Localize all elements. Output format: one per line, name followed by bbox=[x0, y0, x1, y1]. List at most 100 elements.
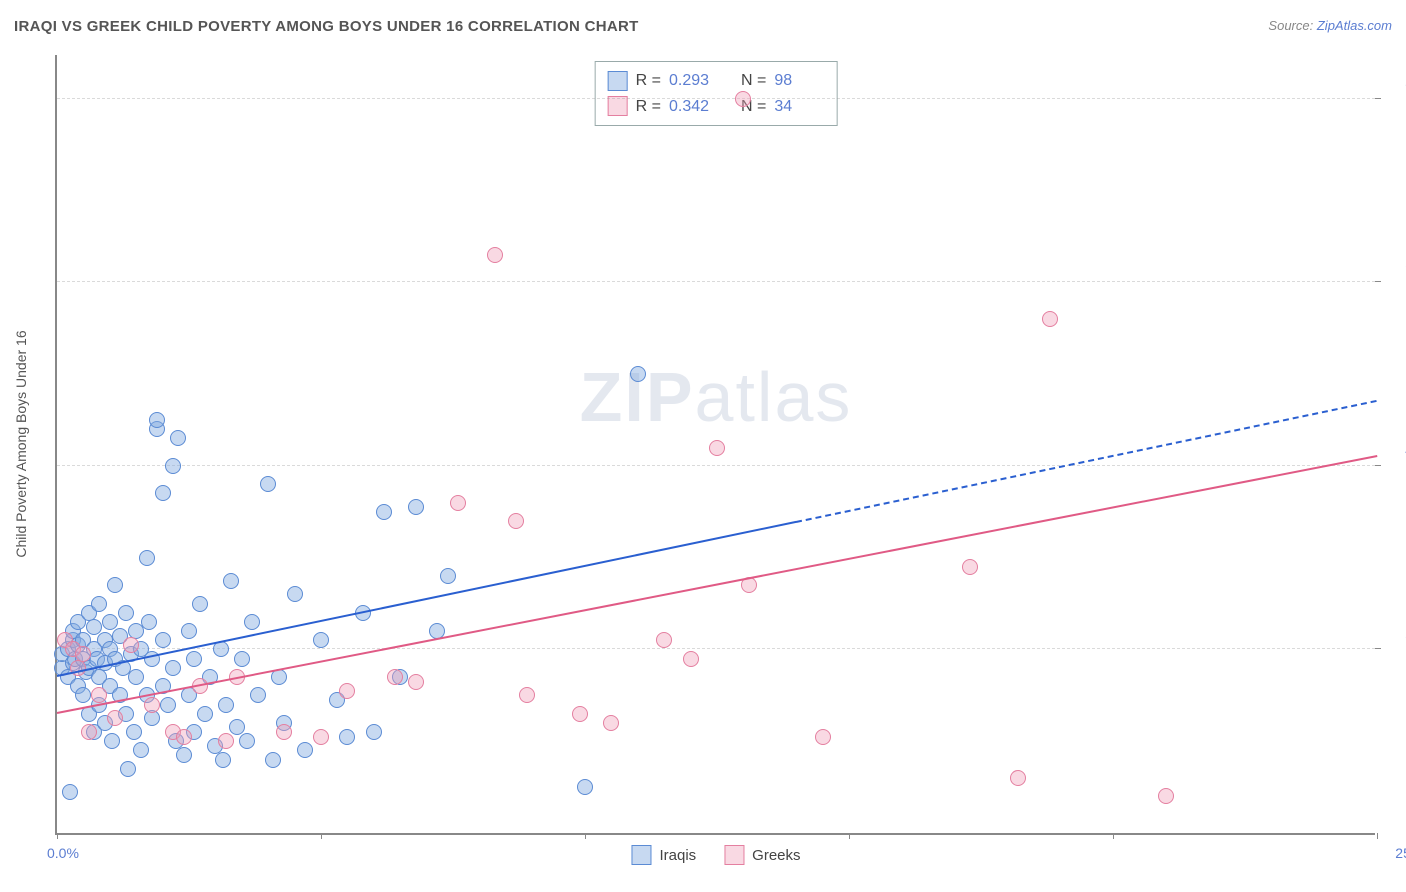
x-max-label: 25.0% bbox=[1395, 845, 1406, 861]
data-point bbox=[91, 596, 107, 612]
n-value: 98 bbox=[774, 68, 824, 94]
legend-swatch bbox=[608, 96, 628, 116]
x-tick bbox=[57, 833, 58, 839]
x-min-label: 0.0% bbox=[47, 845, 79, 861]
data-point bbox=[276, 724, 292, 740]
x-tick bbox=[585, 833, 586, 839]
data-point bbox=[186, 651, 202, 667]
data-point bbox=[104, 733, 120, 749]
y-tick-label: 80.0% bbox=[1385, 75, 1406, 91]
data-point bbox=[366, 724, 382, 740]
data-point bbox=[118, 605, 134, 621]
y-tick bbox=[1375, 648, 1381, 649]
data-point bbox=[313, 632, 329, 648]
data-point bbox=[133, 742, 149, 758]
x-tick bbox=[849, 833, 850, 839]
source-link[interactable]: ZipAtlas.com bbox=[1317, 18, 1392, 33]
data-point bbox=[250, 687, 266, 703]
data-point bbox=[440, 568, 456, 584]
data-point bbox=[376, 504, 392, 520]
data-point bbox=[297, 742, 313, 758]
data-point bbox=[81, 724, 97, 740]
data-point bbox=[218, 733, 234, 749]
data-point bbox=[126, 724, 142, 740]
data-point bbox=[408, 674, 424, 690]
source-attribution: Source: ZipAtlas.com bbox=[1268, 18, 1392, 33]
y-tick bbox=[1375, 98, 1381, 99]
data-point bbox=[215, 752, 231, 768]
data-point bbox=[572, 706, 588, 722]
data-point bbox=[91, 687, 107, 703]
data-point bbox=[508, 513, 524, 529]
legend-item: Greeks bbox=[724, 845, 800, 865]
data-point bbox=[260, 476, 276, 492]
legend-label: Iraqis bbox=[659, 847, 696, 864]
data-point bbox=[244, 614, 260, 630]
watermark: ZIPatlas bbox=[580, 357, 853, 437]
x-tick bbox=[1377, 833, 1378, 839]
data-point bbox=[155, 632, 171, 648]
data-point bbox=[577, 779, 593, 795]
r-value: 0.293 bbox=[669, 68, 719, 94]
y-tick-label: 60.0% bbox=[1385, 258, 1406, 274]
y-tick-label: 40.0% bbox=[1385, 442, 1406, 458]
data-point bbox=[107, 577, 123, 593]
data-point bbox=[107, 710, 123, 726]
legend-item: Iraqis bbox=[631, 845, 696, 865]
data-point bbox=[339, 683, 355, 699]
data-point bbox=[962, 559, 978, 575]
chart-title: IRAQI VS GREEK CHILD POVERTY AMONG BOYS … bbox=[14, 18, 639, 35]
legend-label: Greeks bbox=[752, 847, 800, 864]
data-point bbox=[160, 697, 176, 713]
data-point bbox=[656, 632, 672, 648]
y-tick bbox=[1375, 281, 1381, 282]
r-label: R = bbox=[636, 68, 661, 94]
data-point bbox=[176, 729, 192, 745]
data-point bbox=[123, 637, 139, 653]
data-point bbox=[149, 412, 165, 428]
gridline-h bbox=[57, 465, 1375, 466]
data-point bbox=[1010, 770, 1026, 786]
data-point bbox=[139, 550, 155, 566]
data-point bbox=[165, 660, 181, 676]
stats-row: R = 0.293 N = 98 bbox=[608, 68, 825, 94]
n-label: N = bbox=[741, 68, 766, 94]
data-point bbox=[165, 458, 181, 474]
data-point bbox=[181, 623, 197, 639]
correlation-stats-box: R =0.293N =98R =0.342N =34 bbox=[595, 61, 838, 126]
legend-swatch bbox=[724, 845, 744, 865]
data-point bbox=[709, 440, 725, 456]
data-point bbox=[75, 687, 91, 703]
data-point bbox=[234, 651, 250, 667]
data-point bbox=[287, 586, 303, 602]
data-point bbox=[218, 697, 234, 713]
data-point bbox=[313, 729, 329, 745]
data-point bbox=[197, 706, 213, 722]
data-point bbox=[450, 495, 466, 511]
data-point bbox=[683, 651, 699, 667]
data-point bbox=[223, 573, 239, 589]
x-tick bbox=[1113, 833, 1114, 839]
y-axis-title: Child Poverty Among Boys Under 16 bbox=[13, 330, 29, 557]
data-point bbox=[86, 619, 102, 635]
data-point bbox=[170, 430, 186, 446]
data-point bbox=[1158, 788, 1174, 804]
scatter-plot: ZIPatlas Child Poverty Among Boys Under … bbox=[55, 55, 1375, 835]
gridline-h bbox=[57, 281, 1375, 282]
data-point bbox=[176, 747, 192, 763]
data-point bbox=[102, 614, 118, 630]
data-point bbox=[815, 729, 831, 745]
data-point bbox=[519, 687, 535, 703]
data-point bbox=[487, 247, 503, 263]
data-point bbox=[75, 646, 91, 662]
data-point bbox=[603, 715, 619, 731]
data-point bbox=[239, 733, 255, 749]
data-point bbox=[265, 752, 281, 768]
y-tick bbox=[1375, 465, 1381, 466]
data-point bbox=[120, 761, 136, 777]
legend-swatch bbox=[631, 845, 651, 865]
gridline-h bbox=[57, 98, 1375, 99]
legend-bottom: Iraqis Greeks bbox=[631, 845, 800, 865]
data-point bbox=[144, 710, 160, 726]
gridline-h bbox=[57, 648, 1375, 649]
